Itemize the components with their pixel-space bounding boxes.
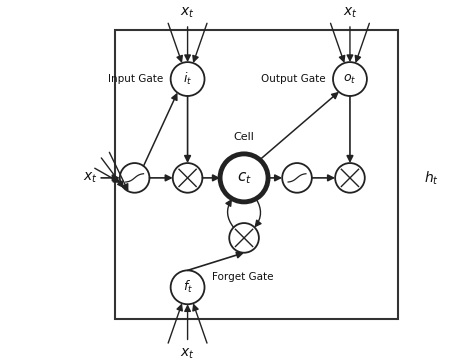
- Circle shape: [171, 270, 204, 304]
- Text: $o_t$: $o_t$: [343, 72, 356, 86]
- Circle shape: [220, 154, 268, 202]
- Text: Input Gate: Input Gate: [109, 74, 164, 84]
- Text: $x_t$: $x_t$: [180, 347, 195, 361]
- Text: $x_t$: $x_t$: [343, 5, 357, 20]
- Text: $h_t$: $h_t$: [424, 169, 439, 187]
- Text: $x_t$: $x_t$: [180, 5, 195, 20]
- Text: Cell: Cell: [234, 131, 255, 142]
- Circle shape: [229, 223, 259, 253]
- Circle shape: [335, 163, 365, 193]
- Text: $i_t$: $i_t$: [183, 71, 192, 87]
- Text: Output Gate: Output Gate: [261, 74, 326, 84]
- Text: $x_t$: $x_t$: [83, 171, 98, 185]
- Circle shape: [173, 163, 202, 193]
- Circle shape: [120, 163, 149, 193]
- Text: Forget Gate: Forget Gate: [211, 272, 273, 282]
- Text: $c_t$: $c_t$: [237, 170, 252, 186]
- FancyBboxPatch shape: [115, 29, 398, 319]
- Circle shape: [171, 62, 204, 96]
- Circle shape: [333, 62, 367, 96]
- Text: $f_t$: $f_t$: [182, 279, 192, 295]
- Circle shape: [282, 163, 312, 193]
